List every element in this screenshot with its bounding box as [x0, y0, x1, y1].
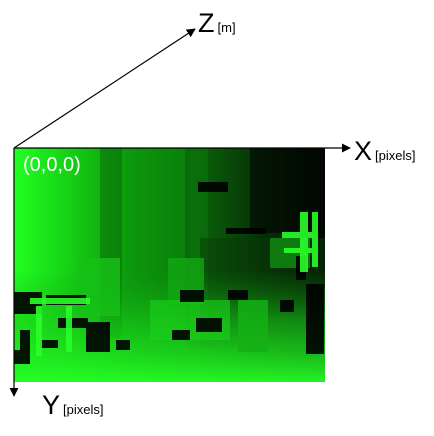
- z-axis-arrow: [13, 28, 196, 149]
- origin-label: (0,0,0): [23, 154, 81, 176]
- x-axis-label: X [pixels]: [354, 136, 415, 167]
- z-axis-label: Z [m]: [198, 8, 236, 39]
- depth-image: [14, 148, 325, 382]
- y-axis-unit: [pixels]: [63, 402, 104, 417]
- z-axis-letter: Z: [198, 8, 215, 38]
- x-axis-unit: [pixels]: [375, 148, 416, 163]
- axes: [9, 28, 351, 397]
- z-axis-unit: [m]: [217, 20, 236, 35]
- x-axis-letter: X: [354, 136, 373, 166]
- y-axis-letter: Y: [42, 390, 61, 420]
- y-axis-label: Y [pixels]: [42, 390, 103, 421]
